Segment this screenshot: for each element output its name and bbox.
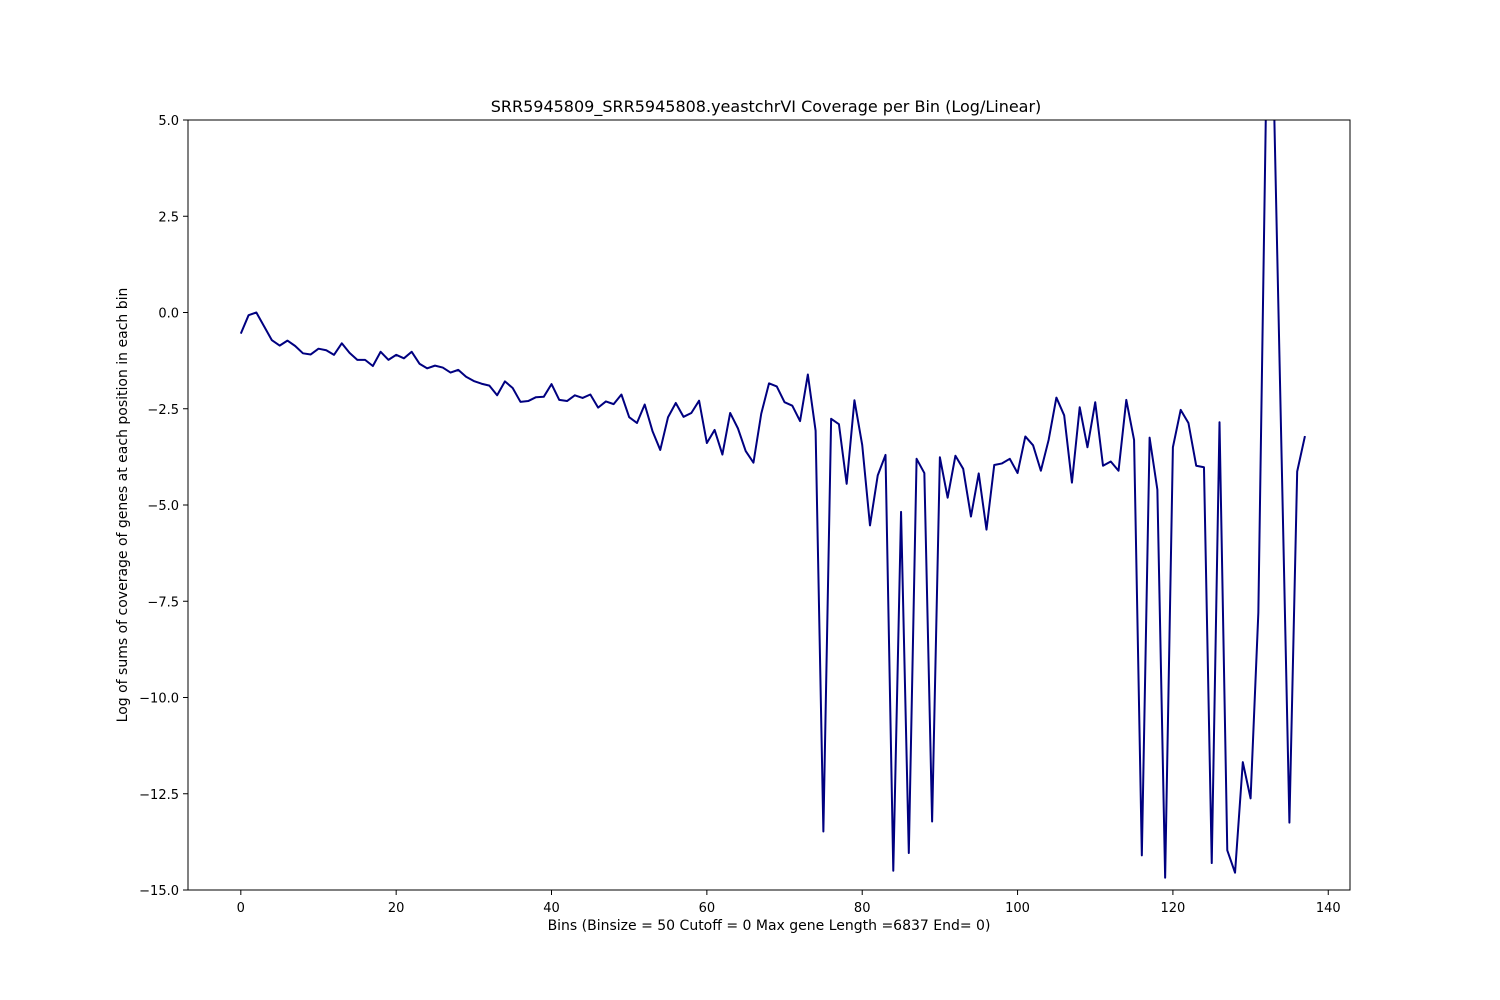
x-tick-label: 20	[388, 901, 405, 916]
y-tick-label: −2.5	[147, 403, 179, 418]
y-tick-label: −15.0	[139, 884, 179, 899]
x-tick-label: 0	[237, 901, 245, 916]
chart-title: SRR5945809_SRR5945808.yeastchrVI Coverag…	[491, 97, 1042, 117]
x-tick-label: 140	[1316, 901, 1341, 916]
x-axis-label: Bins (Binsize = 50 Cutoff = 0 Max gene L…	[548, 918, 991, 934]
x-axis: 0 20 40 60 80 100 120 140	[237, 890, 1341, 916]
y-tick-label: −12.5	[139, 788, 179, 803]
x-tick-label: 120	[1160, 901, 1185, 916]
series-line-0	[239, 120, 1306, 879]
y-axis: 5.0 2.5 0.0 −2.5 −5.0 −7.5 −10.0 −12.5 −15.0	[139, 114, 188, 899]
x-tick-label: 80	[854, 901, 871, 916]
y-axis-label: Log of sums of coverage of genes at each…	[115, 288, 131, 723]
x-tick-label: 100	[1005, 901, 1030, 916]
y-tick-label: −10.0	[139, 692, 179, 707]
data-layer	[239, 120, 1306, 879]
y-tick-label: 5.0	[158, 114, 179, 129]
plot-area	[188, 120, 1350, 890]
y-tick-label: 2.5	[158, 210, 179, 225]
y-tick-label: −5.0	[147, 499, 179, 514]
x-tick-label: 60	[699, 901, 716, 916]
x-tick-label: 40	[543, 901, 560, 916]
y-tick-label: −7.5	[147, 595, 179, 610]
y-tick-label: 0.0	[158, 307, 179, 322]
